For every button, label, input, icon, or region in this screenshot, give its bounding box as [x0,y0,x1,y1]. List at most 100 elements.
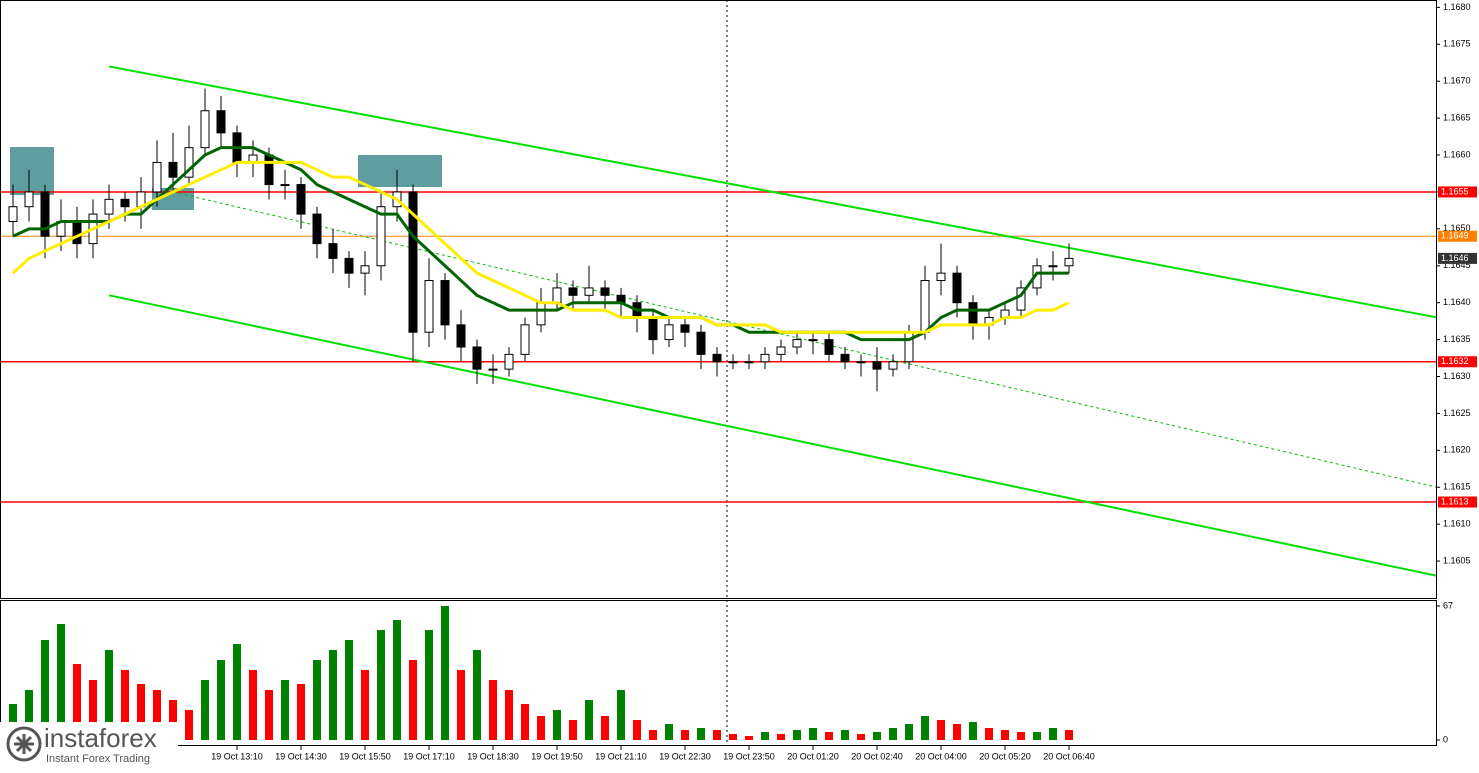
volume-bar [345,640,353,740]
y2-tick-label: 67 [1443,600,1453,610]
volume-bar [857,734,865,740]
volume-bar [617,690,625,740]
logo-icon-spokes [14,734,34,754]
candle-body [328,243,338,259]
candle-body [648,316,658,341]
candle-body [840,353,850,363]
candle-body [72,220,82,245]
candle-body [568,287,578,296]
candle-body [1064,257,1074,267]
candle-body [792,339,802,348]
volume-bar [521,704,529,740]
volume-bar [953,724,961,740]
candle-body [712,353,722,363]
candle-body [824,339,834,355]
volume-bar [89,680,97,740]
candle-body [520,324,530,355]
x-tick-label: 20 Oct 02:40 [851,751,903,761]
volume-bar [537,716,545,740]
volume-bar [665,724,673,740]
candle-body [8,206,18,222]
x-tick-label: 19 Oct 23:50 [723,751,775,761]
volume-bar [361,670,369,740]
volume-bar [777,734,785,740]
candle-body [968,302,978,326]
y2-tick-label: 0 [1443,734,1448,744]
x-tick-label: 19 Oct 14:30 [275,751,327,761]
candle-body [24,191,34,208]
volume-bar [825,732,833,740]
level-tag [1438,356,1477,368]
volume-bar [873,732,881,740]
volume-bar [633,720,641,740]
volume-bar [697,728,705,740]
candle-body [904,331,914,363]
volume-bar [889,728,897,740]
candle-body [152,161,162,193]
y-tick-label: 1.1605 [1443,555,1471,565]
volume-bar [57,624,65,740]
volume-bar [313,660,321,740]
volume-bar [681,730,689,740]
level-tag [1438,186,1477,198]
candle-body [344,257,354,274]
y-tick-label: 1.1675 [1443,39,1471,49]
candle-body [40,191,50,237]
level-label: 1.1632 [1441,356,1469,366]
candle-body [104,198,114,215]
candle-body [696,331,706,355]
volume-bar [153,690,161,740]
level-tag [1438,496,1477,508]
candle-body [744,361,754,364]
candle-body [552,287,562,304]
candle-body [504,353,514,370]
candle-body [1048,265,1058,268]
candle-body [680,324,690,333]
volume-bar [713,730,721,740]
candle-body [936,272,946,282]
moving-average [11,160,1070,334]
volume-bar [841,730,849,740]
volume-bar [217,660,225,740]
candle-body [168,161,178,178]
volume-bar [393,620,401,740]
volume-bar [745,736,753,740]
volume-bar [649,730,657,740]
candle-body [600,287,610,296]
volume-bar [409,660,417,740]
y-tick-label: 1.1670 [1443,76,1471,86]
candle-body [584,287,594,296]
x-tick-label: 19 Oct 22:30 [659,751,711,761]
level-tag [1438,252,1477,264]
volume-bar [1049,728,1057,740]
x-tick-label: 19 Oct 13:10 [211,751,263,761]
trendline [108,65,1436,319]
volume-bar [121,670,129,740]
candle-body [536,302,546,326]
candle-body [376,206,386,267]
level-label: 1.1613 [1441,496,1469,506]
x-tick-label: 20 Oct 01:20 [787,751,839,761]
y-tick-label: 1.1660 [1443,149,1471,159]
volume-bar [1033,732,1041,740]
volume-bar [729,734,737,740]
volume-bar [265,690,273,740]
volume-bar [921,716,929,740]
candle-body [184,147,194,178]
candle-body [1016,287,1026,311]
candle-body [120,198,130,208]
y-tick-label: 1.1645 [1443,260,1471,270]
volume-bar [1065,730,1073,740]
volume-bar [105,650,113,740]
candle-body [888,361,898,370]
volume-bar [297,684,305,740]
volume-bar [505,690,513,740]
volume-bar [969,722,977,740]
level-label: 1.1646 [1441,253,1469,263]
volume-bar [233,644,241,740]
trendline [108,294,1436,577]
volume-bar [809,728,817,740]
candle-body [488,368,498,371]
